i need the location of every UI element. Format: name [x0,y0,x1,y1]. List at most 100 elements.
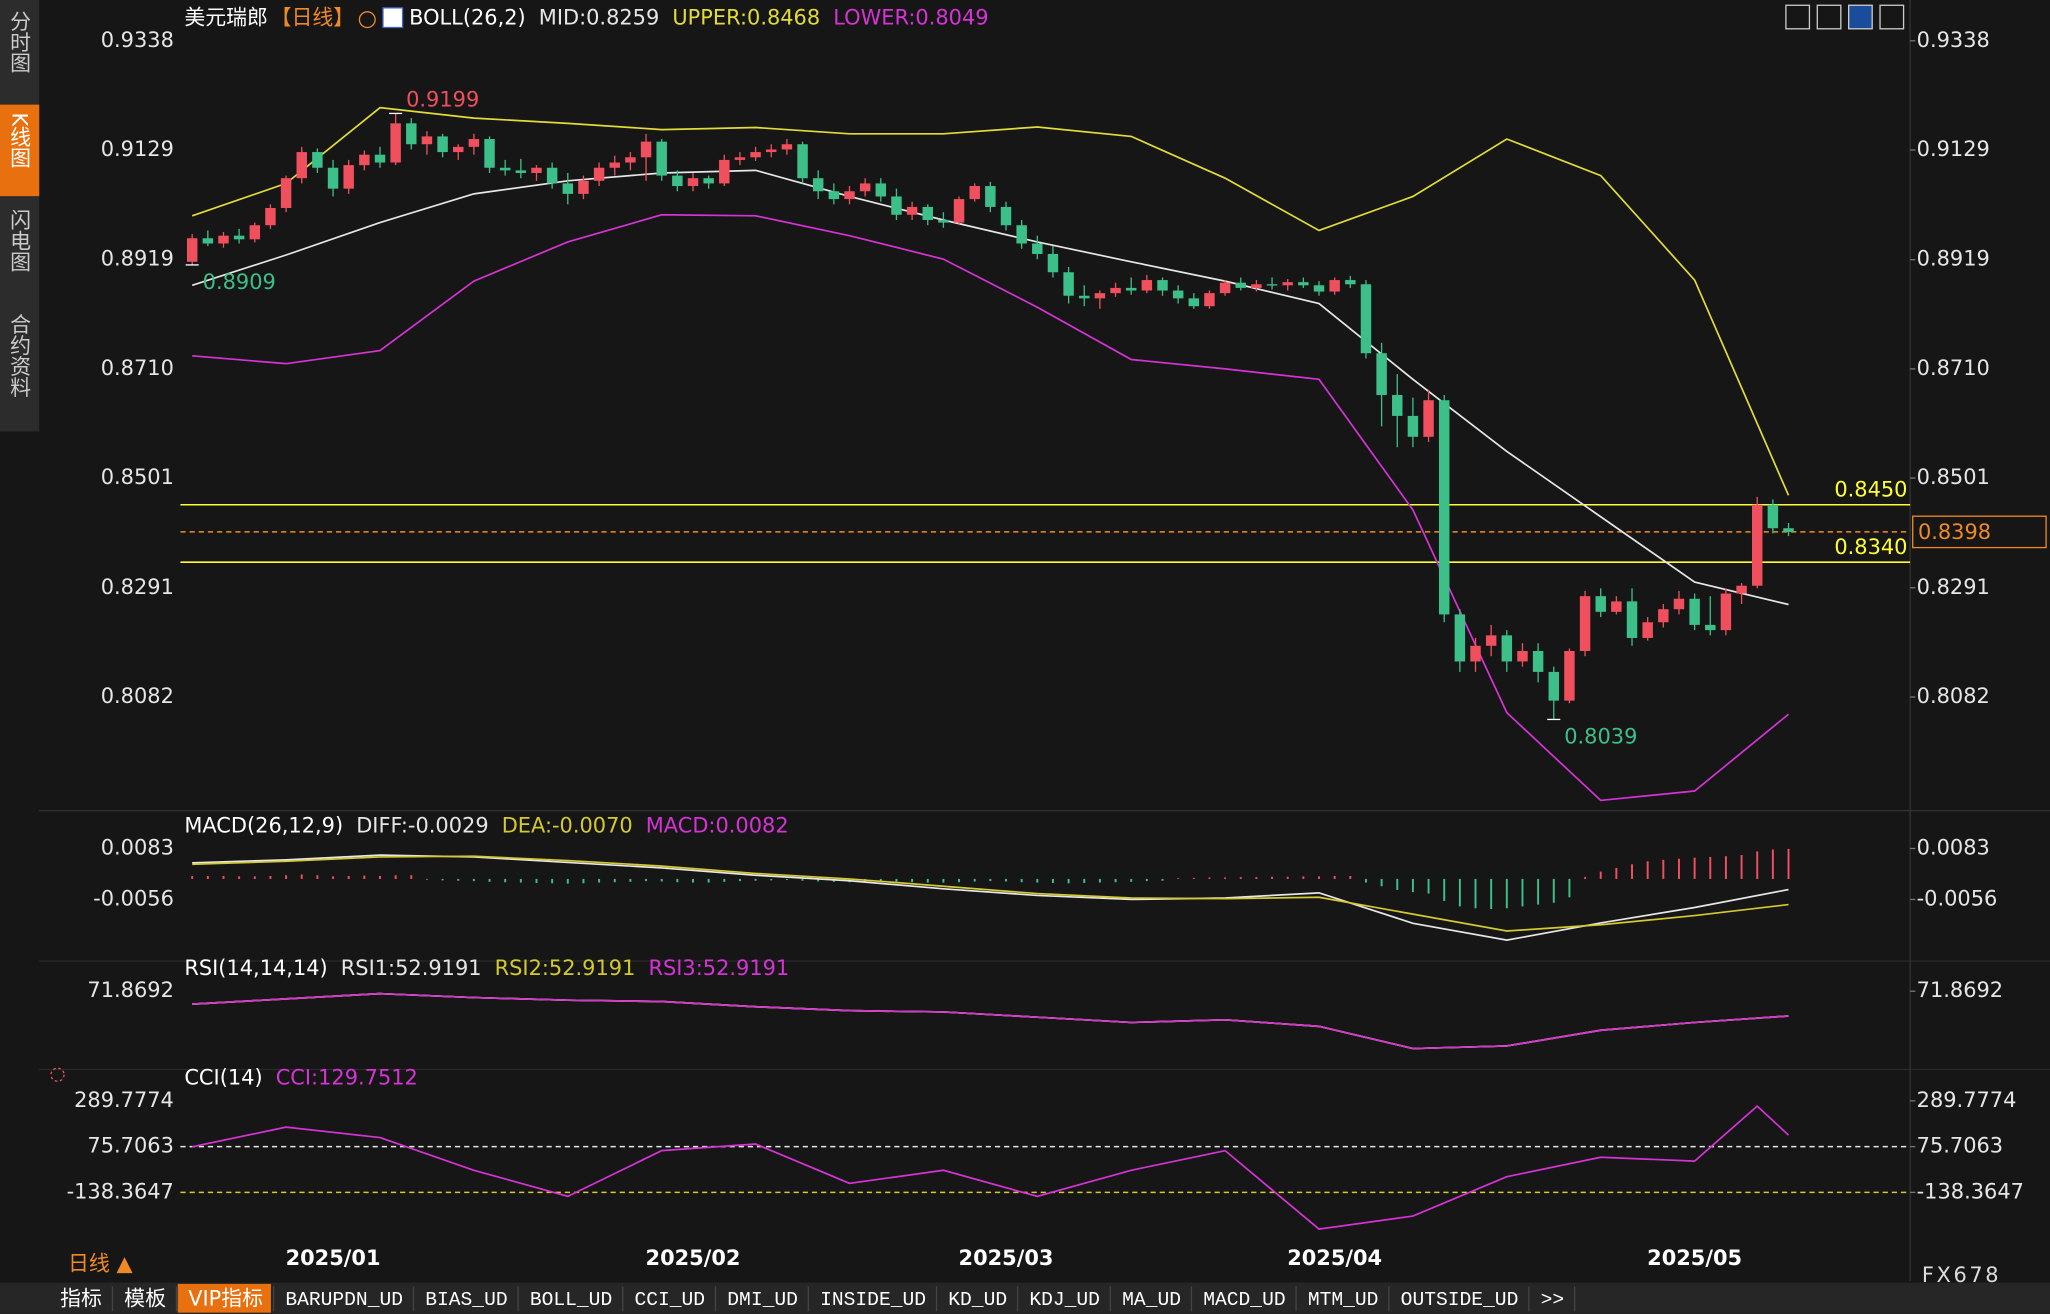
brand: FX678 [1922,1263,2001,1287]
panel-title: CCI(14) [184,1066,262,1090]
tab-label[interactable]: KDJ_UD [1029,1289,1100,1311]
candle-body [1595,596,1606,612]
tab[interactable]: DMI_UD [716,1283,810,1313]
panel-title: RSI(14,14,14) [184,956,327,980]
sidebar-item[interactable]: 闪电图 [8,209,32,272]
tab[interactable]: >> [1530,1283,1576,1313]
tab-label[interactable]: 指标 [60,1287,102,1311]
tab-label[interactable]: DMI_UD [727,1289,798,1311]
tab[interactable]: 模板 [113,1283,178,1313]
indicator-name: BOLL(26,2) [409,5,526,29]
candle-body [249,225,261,240]
tab[interactable]: CCI_UD [623,1283,717,1313]
tab-label[interactable]: VIP指标 [188,1287,263,1311]
tab-label[interactable]: INSIDE_UD [820,1289,926,1311]
sidebar-item[interactable]: 分时图 [8,10,32,73]
candle-body [421,136,433,145]
candle-body [985,186,996,207]
candle-body [1407,415,1419,437]
candle-body [703,178,714,184]
candle-body [1376,353,1387,396]
candle-body [625,157,636,163]
icon[interactable] [1879,4,1905,30]
icon[interactable] [1816,4,1842,30]
y-tick-label: 75.7063 [87,1134,173,1158]
candle-body [1783,528,1794,532]
tab-label[interactable]: MACD_UD [1203,1289,1285,1311]
tab[interactable]: MACD_UD [1192,1283,1297,1313]
candle-body [1157,280,1168,291]
tab[interactable]: BOLL_UD [519,1283,624,1313]
sidebar-item[interactable]: 合约资料 [8,314,32,398]
tab-label[interactable]: BIAS_UD [425,1289,507,1311]
tab-label[interactable]: MA_UD [1122,1289,1181,1311]
tab-bg [177,1283,271,1313]
candle-body [969,186,980,200]
tab-label[interactable]: BOLL_UD [530,1289,612,1311]
y-tick-label-right: 0.8501 [1917,465,1990,489]
tab-bg [1530,1283,1572,1313]
tab-label[interactable]: MTM_UD [1308,1289,1379,1311]
candle-body [468,139,480,147]
tab-label[interactable]: CCI_UD [634,1289,705,1311]
y-tick-label: 0.8291 [101,575,174,599]
y-tick-label: 0.0083 [101,835,174,859]
candle-body [1736,585,1747,594]
candle-body [1313,285,1325,292]
tab[interactable]: 指标 [49,1283,114,1313]
tab-label[interactable]: BARUPDN_UD [285,1289,403,1311]
candle-body [1579,596,1591,652]
candle-body [1063,272,1074,296]
candle-body [1266,284,1278,286]
candle-body [1110,287,1121,294]
price-box-label: 0.8398 [1918,520,1991,544]
tab-label[interactable]: 模板 [124,1287,166,1311]
tab[interactable]: MA_UD [1111,1283,1193,1313]
tab[interactable]: MTM_UD [1297,1283,1390,1313]
candle-body [515,170,527,173]
tab[interactable]: KD_UD [937,1283,1019,1313]
candle-body [1517,651,1528,662]
candle-body [484,139,495,168]
candle-body [687,178,699,187]
tab[interactable]: INSIDE_UD [809,1283,938,1313]
candle-body [499,167,511,171]
cci-icon [50,1067,65,1082]
tab-label[interactable]: >> [1541,1289,1565,1311]
candle-body [390,123,401,163]
candle-body [1564,651,1575,701]
x-tick-label: 2025/01 [286,1246,381,1270]
icon[interactable] [1848,4,1873,30]
tab[interactable]: BARUPDN_UD [274,1283,415,1313]
candle-body [1720,593,1732,631]
period-selector[interactable]: 日线 ▲ [68,1251,133,1275]
candle-body [766,149,777,153]
candle-body [609,162,620,168]
tab-bg [716,1283,806,1313]
tab[interactable]: BIAS_UD [414,1283,519,1313]
y-tick-label-right: 75.7063 [1917,1134,2003,1158]
candle-body [437,136,448,153]
tab[interactable]: KDJ_UD [1018,1283,1112,1313]
candle-body [1548,671,1559,701]
candle-body [1767,504,1779,529]
tab-label[interactable]: OUTSIDE_UD [1401,1289,1519,1311]
candle-body [922,206,933,220]
candle-body [1329,280,1340,292]
sidebar-item[interactable]: K线图 [8,112,32,168]
candle-body [1188,298,1200,307]
legend-entry: CCI:129.7512 [276,1066,418,1090]
tab-label[interactable]: KD_UD [948,1289,1007,1311]
tab-bg [49,1283,110,1313]
candle-body [672,175,683,187]
y-tick-label-right: 71.8692 [1917,978,2003,1002]
candle-body [1079,295,1090,299]
tab[interactable]: OUTSIDE_UD [1390,1283,1530,1313]
tab[interactable]: VIP指标 [177,1283,275,1313]
icon[interactable] [1785,4,1811,30]
candle-body [1000,206,1012,226]
indicator-line [192,213,1790,802]
candle-body [578,180,589,194]
candle-body [546,167,558,184]
